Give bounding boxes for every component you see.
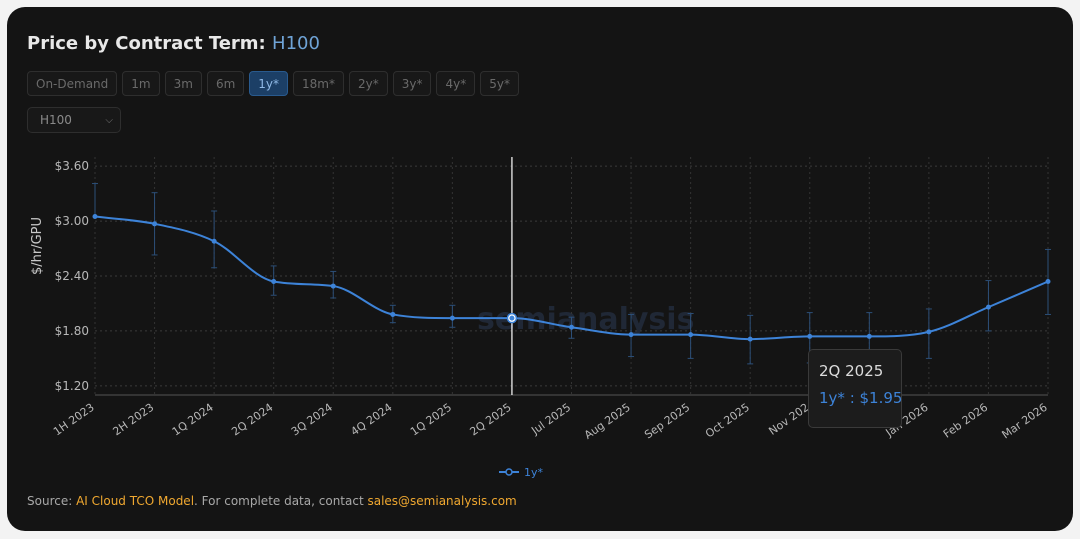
x-tick-label: Nov 202: [766, 401, 811, 438]
data-point: [688, 332, 694, 338]
data-point: [271, 278, 277, 284]
tab-4y[interactable]: 4y*: [436, 71, 476, 96]
x-tick-label: 3Q 2024: [289, 401, 335, 439]
y-tick-label: $3.00: [55, 214, 89, 228]
contract-term-tabs: On-Demand 1m 3m 6m 1y* 18m* 2y* 3y* 4y* …: [27, 71, 519, 96]
data-point: [449, 315, 455, 321]
title-text: Price by Contract Term:: [27, 33, 273, 54]
tab-3m[interactable]: 3m: [164, 71, 202, 96]
y-tick-label: $3.60: [55, 159, 89, 173]
chevron-down-icon: ⌵: [105, 114, 113, 126]
x-tick-label: Jul 2025: [528, 401, 573, 438]
x-tick-label: Oct 2025: [703, 401, 752, 441]
tooltip: 2Q 2025 1y* : $1.95: [808, 349, 902, 428]
tooltip-title: 2Q 2025: [819, 362, 884, 380]
data-point: [152, 221, 158, 227]
hover-point-inner: [509, 315, 515, 321]
data-point: [985, 304, 991, 310]
tooltip-series: 1y*: [819, 389, 845, 407]
x-tick-label: 1Q 2025: [408, 401, 454, 439]
data-point: [628, 332, 634, 338]
tab-on-demand[interactable]: On-Demand: [27, 71, 118, 96]
tab-1y[interactable]: 1y*: [249, 71, 289, 96]
y-tick-label: $2.40: [55, 269, 89, 283]
tab-5y[interactable]: 5y*: [480, 71, 519, 96]
x-tick-label: 1H 2023: [51, 401, 97, 438]
legend-label: 1y*: [524, 466, 544, 479]
legend-swatch-marker: [505, 468, 513, 476]
footer-prefix: Source:: [27, 494, 77, 508]
data-point: [211, 238, 217, 244]
email-link[interactable]: sales@semianalysis.com: [367, 494, 517, 508]
x-tick-label: 4Q 2024: [348, 401, 394, 439]
y-axis-label: $/hr/GPU: [30, 217, 45, 275]
x-tick-label: Feb 2026: [941, 401, 990, 441]
tab-3y[interactable]: 3y*: [392, 71, 432, 96]
title-accent: H100: [272, 33, 320, 54]
data-point: [926, 329, 932, 335]
x-tick-label: Mar 2026: [999, 401, 1049, 442]
tab-2y[interactable]: 2y*: [348, 71, 388, 96]
data-point: [747, 336, 753, 342]
tab-18m[interactable]: 18m*: [293, 71, 344, 96]
x-tick-label: 2H 2023: [111, 401, 157, 438]
tab-1m[interactable]: 1m: [122, 71, 160, 96]
x-tick-label: Sep 2025: [642, 401, 692, 442]
data-point: [1045, 278, 1051, 284]
data-point: [390, 311, 396, 317]
tooltip-value: 1y* : $1.95: [819, 389, 903, 407]
source-link[interactable]: AI Cloud TCO Model: [76, 494, 195, 508]
data-point: [330, 283, 336, 289]
gpu-select[interactable]: H100 ⌵: [27, 107, 121, 133]
data-point: [807, 333, 813, 339]
y-tick-label: $1.80: [55, 324, 89, 338]
x-tick-label: 2Q 2024: [229, 401, 275, 439]
gpu-select-value: H100: [40, 113, 72, 127]
x-tick-label: 1Q 2024: [170, 401, 216, 439]
y-tick-label: $1.20: [55, 379, 89, 393]
tab-6m[interactable]: 6m: [206, 71, 245, 96]
source-footer: Source: AI Cloud TCO Model. For complete…: [27, 494, 517, 508]
data-point: [866, 333, 872, 339]
chart-title: Price by Contract Term: H100: [27, 33, 320, 54]
data-point: [569, 324, 574, 330]
tooltip-price: $1.95: [859, 389, 903, 407]
data-point: [92, 214, 98, 219]
chart-card: Price by Contract Term: H100 On-Demand 1…: [7, 7, 1073, 531]
x-tick-label: Aug 2025: [582, 401, 633, 442]
x-tick-label: 2Q 2025: [468, 401, 514, 439]
footer-mid: . For complete data, contact: [194, 494, 368, 508]
price-line-chart: semianalysis$1.20$1.80$2.40$3.00$3.601H …: [30, 157, 1051, 479]
